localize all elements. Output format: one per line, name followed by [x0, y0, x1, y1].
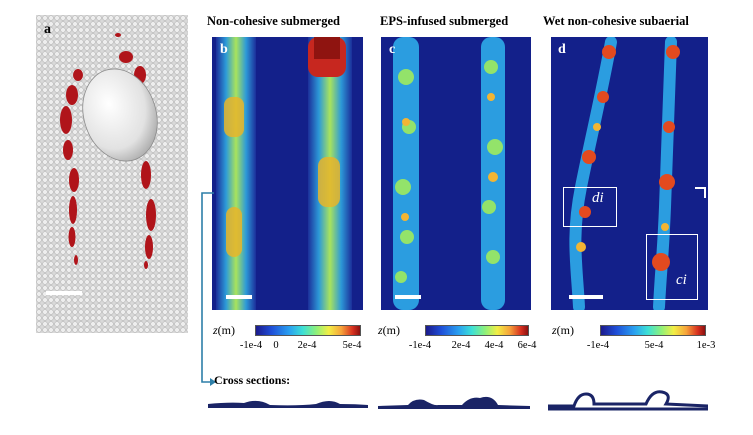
scale-bar-d [569, 295, 603, 299]
bracket-right [695, 187, 706, 198]
colorbar-d-tick: -1e-4 [586, 340, 610, 351]
colorbar-b-tick: 0 [273, 340, 279, 351]
colorbar-b [255, 325, 361, 336]
panel-title-c: EPS-infused submerged [380, 14, 509, 28]
scale-bar-b [226, 295, 252, 299]
colorbar-d [600, 325, 706, 336]
scale-bar [46, 291, 82, 295]
inset-box-ci [646, 234, 698, 300]
sphere [82, 68, 158, 162]
colorbar-c-tick: 4e-4 [484, 340, 504, 351]
cross-section-c [378, 396, 530, 409]
colorbar-d-tick: 1e-3 [696, 340, 716, 351]
colorbar-b-tick: -1e-4 [239, 340, 263, 351]
colorbar-c-tick: -1e-4 [408, 340, 432, 351]
colorbar-d-label: z(m) [552, 323, 574, 337]
colorbar-c [425, 325, 529, 336]
panel-title-b: Non-cohesive submerged [207, 14, 340, 28]
deposited-grains-left [60, 69, 83, 265]
inset-box-di [563, 187, 617, 227]
panel-letter-d: d [558, 42, 566, 57]
panel-a-render [36, 15, 188, 333]
colorbar-c-tick: 2e-4 [451, 340, 471, 351]
cross-sections-title: Cross sections: [214, 373, 291, 387]
inset-label-di: di [592, 190, 604, 206]
panel-letter-c: c [389, 42, 396, 57]
cross-section-connector [201, 192, 216, 386]
colorbar-c-label: z(m) [378, 323, 400, 337]
inset-label-ci: ci [676, 272, 687, 288]
scale-bar-c [395, 295, 421, 299]
panel-b-heightmap [212, 37, 363, 310]
colorbar-c-tick: 6e-4 [517, 340, 537, 351]
cross-section-d [548, 390, 708, 411]
colorbar-b-tick: 2e-4 [297, 340, 317, 351]
cross-section-b [208, 400, 368, 408]
colorbar-b-label: z(m) [213, 323, 235, 337]
panel-letter-b: b [220, 42, 228, 57]
colorbar-b-tick: 5e-4 [342, 340, 362, 351]
panel-c-heightmap [381, 37, 531, 310]
panel-letter-a: a [44, 22, 51, 37]
panel-d-heightmap [551, 37, 708, 310]
colorbar-d-tick: 5e-4 [644, 340, 664, 351]
panel-title-d: Wet non-cohesive subaerial [543, 14, 689, 28]
